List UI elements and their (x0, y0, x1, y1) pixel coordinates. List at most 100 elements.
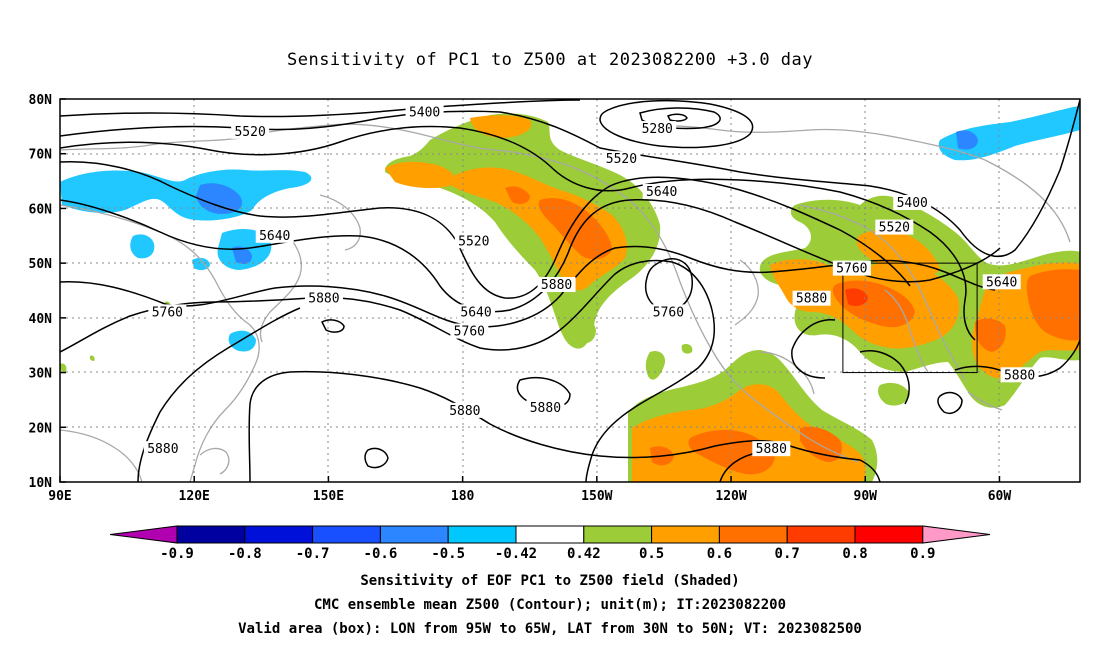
colorbar-segment (651, 525, 720, 544)
contour-label: 5880 (147, 442, 178, 457)
contour-label-bg (526, 400, 565, 416)
contour-label-bg (148, 304, 187, 320)
lat-label: 50N (29, 257, 53, 272)
contour-label: 5640 (986, 275, 1017, 290)
contour-label-bg (445, 402, 484, 418)
colorbar-segment (854, 525, 924, 544)
contour-label: 5760 (653, 305, 684, 320)
colorbar-lower-triangle (109, 525, 178, 544)
colorbar-segment (583, 525, 653, 544)
colorbar-segment (379, 525, 449, 544)
colorbar-segment (515, 525, 585, 544)
lat-label: 40N (29, 312, 53, 327)
colorbar-segment (176, 525, 246, 544)
contour-label-bg (638, 121, 677, 137)
figure-title: Sensitivity of PC1 to Z500 at 2023082200… (286, 50, 813, 70)
colorbar-segment (786, 525, 856, 544)
colorbar-label: -0.7 (296, 546, 330, 562)
lat-label: 20N (29, 421, 53, 436)
contour-label-bg (304, 290, 343, 306)
colorbar-label: -0.9 (160, 546, 194, 562)
negative-sensitivity-shading (60, 106, 1080, 352)
lon-label: 60W (988, 489, 1012, 504)
contour-label-bg (1000, 367, 1039, 383)
contour-label: 5640 (259, 229, 290, 244)
lon-label: 90E (48, 489, 71, 504)
contour-label: 5880 (308, 292, 339, 307)
colorbar-upper-triangle (922, 525, 991, 544)
colorbar-label: -0.8 (228, 546, 262, 562)
lat-label: 60N (29, 202, 53, 217)
caption-line-3: Valid area (box): LON from 95W to 65W, L… (238, 621, 862, 637)
contour-label-bg (255, 227, 294, 243)
contour-label-bg (537, 277, 576, 293)
colorbar-label: -0.6 (364, 546, 398, 562)
contour-label-bg (792, 290, 831, 306)
colorbar-label: 0.9 (910, 546, 935, 562)
contour-label-bg (752, 441, 791, 457)
contour-label-bg (457, 304, 496, 320)
contour-label: 5280 (642, 122, 673, 137)
lat-label: 30N (29, 367, 53, 382)
contour-label: 5640 (460, 305, 491, 320)
lon-label: 150E (313, 489, 344, 504)
colorbar-label: 0.6 (707, 546, 732, 562)
lon-label: 90W (854, 489, 878, 504)
contour-label: 5880 (1004, 368, 1035, 383)
colorbar-label: 0.8 (842, 546, 867, 562)
contour-label-bg (832, 260, 871, 276)
colorbar-label: 0.7 (775, 546, 800, 562)
contour-label: 5760 (454, 325, 485, 340)
contour-label: 5400 (897, 196, 928, 211)
lon-label: 180 (451, 489, 475, 504)
caption-line-2: CMC ensemble mean Z500 (Contour); unit(m… (313, 597, 786, 613)
contour-label-bg (875, 219, 914, 235)
contour-label-bg (602, 151, 641, 167)
contour-label: 5880 (449, 404, 480, 419)
colorbar-label: -0.5 (431, 546, 465, 562)
lon-label: 120E (179, 489, 210, 504)
contour-label-bg (450, 323, 489, 339)
positive-sensitivity-shading (60, 113, 1080, 482)
contour-labels: 5400 5280 5520 5520 5640 5400 5520 5520 5640 5760… (143, 104, 1039, 457)
contour-label-bg (143, 441, 182, 457)
contour-label: 5880 (541, 278, 572, 293)
lat-label: 10N (29, 476, 53, 491)
contour-label: 5760 (152, 305, 183, 320)
contour-label: 5880 (796, 292, 827, 307)
contour-label: 5520 (234, 125, 265, 140)
colorbar: -0.9 -0.8 -0.7 -0.6 -0.5 -0.42 0.42 0.5 0.6 0.7 0.… (109, 525, 991, 562)
contour-label: 5880 (530, 401, 561, 416)
contour-label: 5400 (409, 106, 440, 121)
colorbar-label: -0.42 (495, 546, 537, 562)
colorbar-label: 0.5 (639, 546, 664, 562)
contour-label-bg (982, 274, 1021, 290)
lon-label: 150W (581, 489, 612, 504)
contour-label: 5640 (646, 185, 677, 200)
contour-label: 5520 (879, 221, 910, 236)
colorbar-segment (312, 525, 381, 544)
gridlines (60, 99, 1080, 482)
caption-line-1: Sensitivity of EOF PC1 to Z500 field (Sh… (360, 573, 740, 589)
contour-label-bg (231, 123, 270, 139)
contour-label: 5880 (756, 442, 787, 457)
colorbar-segment (718, 525, 788, 544)
contour-label-bg (454, 233, 493, 249)
colorbar-segment (447, 525, 517, 544)
contour-label: 5760 (836, 262, 867, 277)
plot-frame (59, 98, 1081, 483)
contour-label-bg (893, 194, 932, 210)
contour-label-bg (642, 184, 681, 200)
contour-label-bg (649, 304, 688, 320)
contour-label: 5520 (458, 234, 489, 249)
lat-label: 80N (29, 93, 53, 108)
valid-area-box (842, 262, 978, 374)
lat-label: 70N (29, 148, 53, 163)
contour-label: 5520 (606, 152, 637, 167)
colorbar-label: 0.42 (567, 546, 601, 562)
lon-label: 120W (715, 489, 746, 504)
contour-label-bg (405, 104, 444, 120)
colorbar-segment (244, 525, 314, 544)
